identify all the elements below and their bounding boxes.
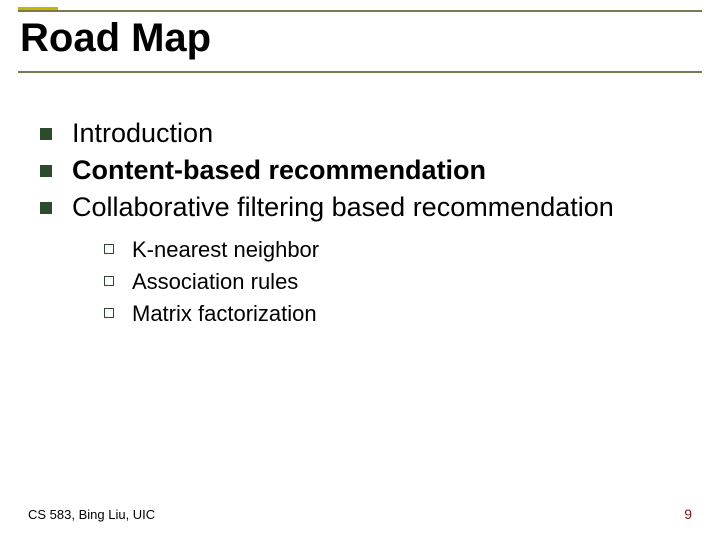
bullet-l1: Content-based recommendation: [40, 155, 680, 186]
slide: Road Map Introduction Content-based reco…: [0, 0, 720, 540]
square-bullet-icon: [40, 165, 52, 177]
open-square-bullet-icon: [104, 244, 114, 254]
sub-bullets: K-nearest neighbor Association rules Mat…: [104, 237, 680, 327]
slide-title: Road Map: [18, 16, 702, 61]
square-bullet-icon: [40, 128, 52, 140]
bullet-text: Collaborative filtering based recommenda…: [72, 192, 614, 223]
bullet-l2: Association rules: [104, 269, 680, 295]
bullet-l1: Introduction: [40, 118, 680, 149]
bullet-l2: K-nearest neighbor: [104, 237, 680, 263]
bullet-l2: Matrix factorization: [104, 301, 680, 327]
open-square-bullet-icon: [104, 308, 114, 318]
title-rule-box: Road Map: [18, 10, 702, 73]
page-number: 9: [684, 506, 692, 522]
title-accent-rule: [18, 7, 58, 10]
sub-bullet-text: Association rules: [132, 269, 298, 295]
sub-bullet-text: K-nearest neighbor: [132, 237, 319, 263]
open-square-bullet-icon: [104, 276, 114, 286]
square-bullet-icon: [40, 202, 52, 214]
bullet-text: Content-based recommendation: [72, 155, 486, 186]
bullet-text: Introduction: [72, 118, 213, 149]
footer-text: CS 583, Bing Liu, UIC: [28, 507, 155, 522]
bullet-l1: Collaborative filtering based recommenda…: [40, 192, 680, 223]
content-area: Introduction Content-based recommendatio…: [40, 118, 680, 333]
sub-bullet-text: Matrix factorization: [132, 301, 317, 327]
